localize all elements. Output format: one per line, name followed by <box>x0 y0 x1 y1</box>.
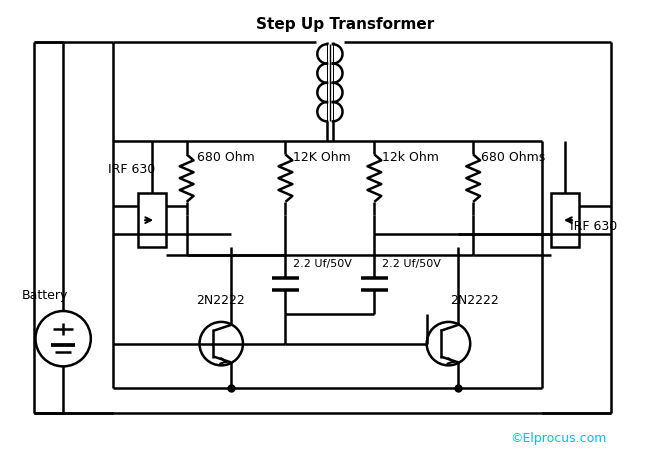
Text: ©Elprocus.com: ©Elprocus.com <box>510 432 606 445</box>
Text: 2N2222: 2N2222 <box>450 294 499 307</box>
Text: 680 Ohms: 680 Ohms <box>481 151 545 164</box>
Text: 12k Ohm: 12k Ohm <box>382 151 439 164</box>
Bar <box>138 193 166 247</box>
Text: 12K Ohm: 12K Ohm <box>293 151 351 164</box>
Text: 2N2222: 2N2222 <box>197 294 245 307</box>
Text: Step Up Transformer: Step Up Transformer <box>255 17 434 31</box>
Text: IRF 630: IRF 630 <box>108 163 155 176</box>
Text: Battery: Battery <box>22 289 68 302</box>
Text: 2.2 Uf/50V: 2.2 Uf/50V <box>382 258 441 269</box>
Bar <box>551 193 579 247</box>
Text: 2.2 Uf/50V: 2.2 Uf/50V <box>293 258 352 269</box>
Text: IRF 630: IRF 630 <box>570 220 617 233</box>
Text: 680 Ohm: 680 Ohm <box>197 151 254 164</box>
